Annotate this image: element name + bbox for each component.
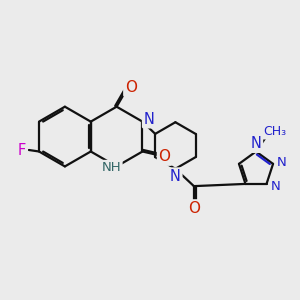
Text: N: N [277,156,287,169]
Text: F: F [18,142,26,158]
Text: N: N [144,112,154,127]
Text: O: O [125,80,137,95]
Text: N: N [250,136,261,151]
Text: N: N [170,169,181,184]
Text: O: O [188,201,200,216]
Text: O: O [159,149,171,164]
Text: NH: NH [101,161,121,174]
Text: CH₃: CH₃ [263,125,286,138]
Text: N: N [271,180,281,194]
